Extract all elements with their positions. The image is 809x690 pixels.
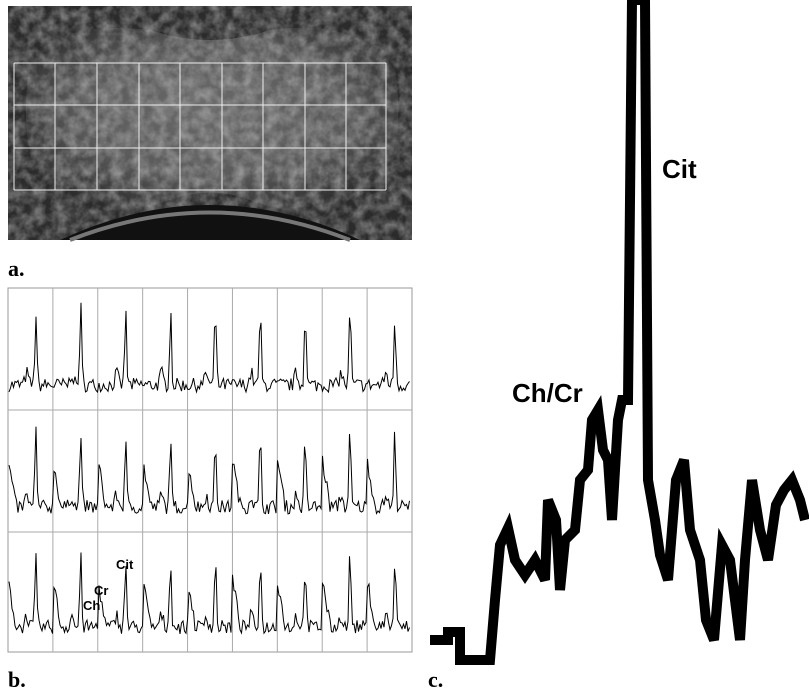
annotation: Cit [116, 557, 134, 572]
rectum [60, 205, 360, 240]
spectrum-row [8, 302, 410, 394]
annotation: Ch [83, 598, 100, 613]
annotation: Cit [662, 154, 697, 184]
panel-label: b. [8, 667, 26, 690]
mri-texture [8, 6, 412, 240]
spectra-grid [7, 287, 413, 653]
spectrum-row [8, 426, 410, 515]
panel-label: c. [428, 667, 443, 690]
annotation: Cr [94, 583, 108, 598]
spectra-frame [7, 287, 413, 653]
voxel-grid [13, 62, 387, 191]
spectrum [430, 0, 809, 665]
rectal-wall [69, 210, 351, 242]
annotation: Ch/Cr [512, 378, 583, 408]
spectrum-row [8, 552, 410, 635]
mri-image [8, 6, 412, 242]
panel-label: a. [8, 256, 25, 281]
